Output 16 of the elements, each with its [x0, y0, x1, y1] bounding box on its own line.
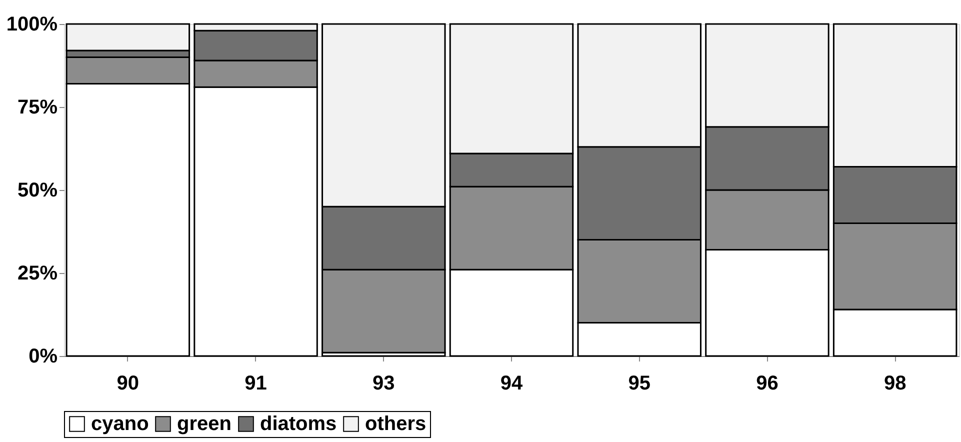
x-tick-label: 96 [756, 372, 778, 394]
x-tick-label: 90 [116, 372, 140, 394]
x-tick-label: 93 [372, 372, 395, 394]
y-tick-label: 75% [17, 96, 58, 118]
x-tick-label: 94 [500, 372, 524, 394]
y-tick-label: 100% [6, 14, 58, 36]
x-tick-label: 95 [628, 372, 650, 394]
y-tick-label: 50% [17, 180, 58, 202]
legend-label: diatoms [260, 413, 337, 435]
legend-label: green [177, 413, 232, 435]
legend-label: cyano [91, 413, 149, 435]
legend-label: others [365, 413, 426, 435]
x-tick-label: 98 [884, 372, 906, 394]
x-tick-label: 91 [244, 372, 267, 394]
y-tick-label: 25% [17, 262, 58, 284]
y-tick-label: 0% [28, 346, 58, 368]
